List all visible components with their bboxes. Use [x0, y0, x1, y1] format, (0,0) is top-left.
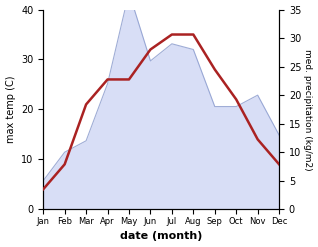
- X-axis label: date (month): date (month): [120, 231, 202, 242]
- Y-axis label: max temp (C): max temp (C): [5, 76, 16, 143]
- Y-axis label: med. precipitation (kg/m2): med. precipitation (kg/m2): [303, 49, 313, 170]
